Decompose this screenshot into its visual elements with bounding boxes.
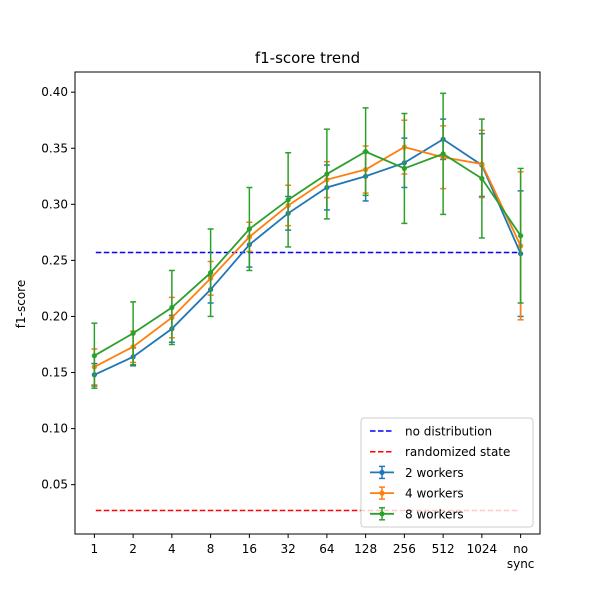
legend-swatch-marker (379, 490, 385, 496)
legend-label: no distribution (405, 425, 492, 439)
legend-label: 2 workers (405, 466, 464, 480)
series-line (93, 150, 522, 357)
series-line (93, 146, 522, 368)
x-tick-label: 16 (242, 542, 257, 556)
data-point (208, 270, 214, 276)
plot-frame (74, 71, 541, 535)
data-point (479, 175, 485, 182)
x-tick-label: no sync (507, 542, 535, 571)
data-point (324, 171, 330, 177)
legend-item: no distribution (370, 425, 492, 439)
legend-item: randomized state (370, 445, 510, 459)
data-point (169, 304, 175, 311)
legend-label: 4 workers (405, 487, 464, 501)
data-point (401, 165, 407, 172)
data-point (440, 151, 446, 157)
legend-item: 2 workers (370, 465, 464, 480)
x-tick-label: 4 (168, 542, 176, 556)
y-tick-label: 0.30 (41, 197, 68, 211)
y-tick-label: 0.10 (41, 422, 68, 436)
x-tick-label: 1024 (467, 542, 498, 556)
x-tick-label: 32 (280, 542, 295, 556)
data-point (130, 330, 136, 336)
y-axis-label: f1-score (14, 280, 28, 328)
y-tick-label: 0.40 (41, 85, 68, 99)
data-point (518, 233, 524, 239)
legend: no distribution randomized state 2 workers… (360, 417, 534, 528)
chart-title: f1-score trend (255, 49, 360, 67)
x-tick-label: 8 (207, 542, 215, 556)
y-tick-label: 0.05 (41, 478, 68, 492)
legend-box (360, 417, 534, 528)
x-tick-label: 512 (432, 542, 455, 556)
legend-item: 8 workers (370, 507, 464, 521)
x-tick-label: 1 (91, 542, 99, 556)
series-3 (91, 92, 524, 389)
x-tick-label: 128 (354, 542, 377, 556)
x-tick-label: 64 (319, 542, 334, 556)
data-point (363, 149, 369, 155)
data-point (91, 353, 97, 359)
y-tick-label: 0.25 (41, 253, 68, 267)
y-tick-label: 0.15 (41, 366, 68, 380)
legend-label: 8 workers (405, 507, 464, 521)
y-tick-label: 0.35 (41, 141, 68, 155)
series-line (93, 138, 522, 376)
legend-swatch-marker (379, 511, 385, 517)
legend-swatch-marker (379, 469, 385, 475)
y-tick-label: 0.20 (41, 309, 68, 323)
data-point (246, 226, 252, 232)
legend-label: randomized state (405, 445, 510, 459)
legend-item: 4 workers (370, 486, 464, 501)
x-tick-label: 2 (129, 542, 137, 556)
data-point (285, 197, 291, 203)
x-tick-label: 256 (393, 542, 416, 556)
